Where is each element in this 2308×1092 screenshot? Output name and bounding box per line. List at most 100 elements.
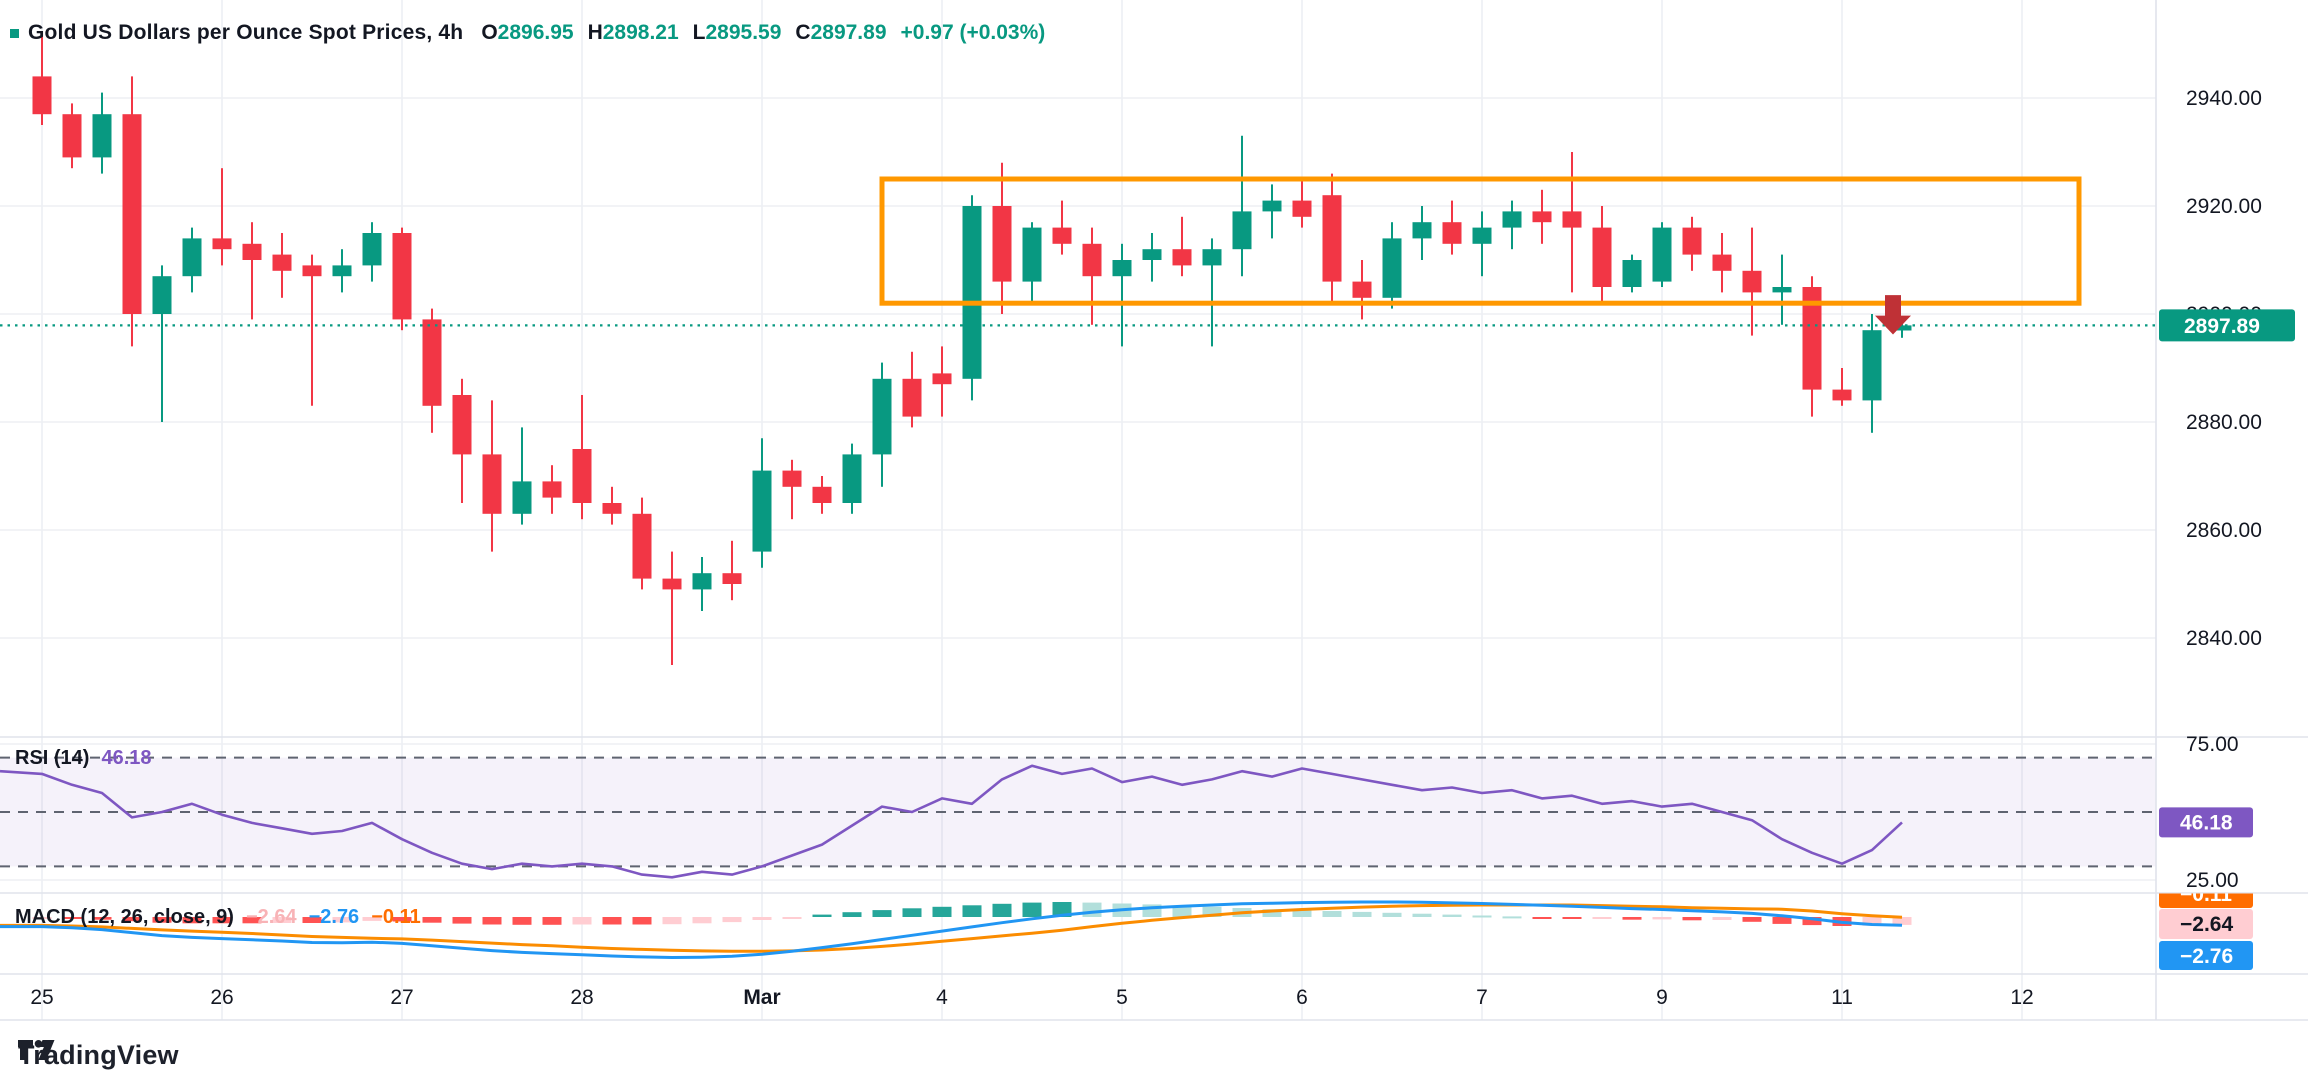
candle — [1712, 233, 1732, 293]
candle — [1772, 254, 1792, 325]
candle — [962, 195, 982, 401]
candle-body — [482, 454, 502, 514]
candle — [1832, 368, 1852, 406]
candle-body — [1292, 200, 1312, 217]
candle-body — [1862, 330, 1882, 401]
candle-body — [272, 254, 292, 271]
macd-histogram-bar — [212, 917, 232, 924]
candle — [542, 465, 562, 514]
macd-histogram-bar — [872, 910, 892, 917]
candle — [1592, 206, 1612, 304]
candle — [1502, 200, 1522, 250]
candle-body — [1682, 227, 1702, 255]
range-box-annotation[interactable] — [879, 176, 2082, 306]
candle-body — [1412, 222, 1432, 239]
macd-histogram-bar — [302, 917, 322, 923]
rsi-value-badge: 46.18 — [2159, 807, 2253, 838]
open-value: 2896.95 — [497, 21, 574, 44]
macd-histogram-bar — [1262, 909, 1282, 917]
time-axis-label: 26 — [210, 986, 233, 1009]
candle-body — [1892, 325, 1912, 331]
tradingview-logo[interactable]: TradingView — [18, 1040, 179, 1071]
macd-histogram-bar — [962, 905, 982, 917]
macd-histogram-bar — [992, 903, 1012, 917]
candle — [1412, 206, 1432, 260]
macd-histogram-bar — [272, 917, 292, 923]
close-value: 2897.89 — [810, 21, 887, 44]
price-axis-label: 2860.00 — [2186, 519, 2262, 542]
candle — [1202, 238, 1222, 347]
candle-body — [782, 470, 802, 487]
candle-body — [992, 206, 1012, 282]
candle-body — [1052, 227, 1072, 244]
macd-line-value: −2.76 — [308, 906, 360, 928]
macd-histogram-bar — [632, 917, 652, 925]
macd-histogram-bar — [572, 917, 592, 925]
candle — [872, 362, 892, 487]
main-series-legend[interactable]: Gold US Dollars per Ounce Spot Prices, 4… — [10, 21, 1045, 45]
candle-body — [1322, 195, 1342, 282]
time-axis-label: 5 — [1116, 986, 1128, 1009]
candle-body — [212, 238, 232, 250]
macd-legend[interactable]: MACD (12, 26, close, 9) −2.64 −2.76 −0.1… — [15, 906, 421, 929]
candle-body — [1562, 211, 1582, 228]
time-axis-label: 9 — [1656, 986, 1668, 1009]
candle — [1862, 314, 1882, 433]
time-axis-label: 11 — [1831, 986, 1853, 1009]
macd-histogram-bar — [692, 917, 712, 924]
rsi-legend[interactable]: RSI (14) 46.18 — [15, 747, 152, 770]
price-axis-label: 2940.00 — [2186, 87, 2262, 110]
low-label: L — [692, 21, 706, 44]
candle — [1892, 323, 1912, 338]
candle-body — [572, 449, 592, 503]
macd-signal-badge: −0.11 — [2159, 893, 2253, 908]
candle — [692, 557, 712, 611]
candle-body — [182, 238, 202, 277]
candle-body — [1532, 211, 1552, 223]
candle-body — [242, 243, 262, 260]
candle-body — [812, 486, 832, 503]
candle — [422, 308, 442, 433]
macd-histogram-bar — [1712, 917, 1732, 920]
macd-histogram-bar — [1802, 917, 1822, 926]
candle — [812, 476, 832, 514]
chart-plot-area[interactable] — [0, 0, 2156, 974]
candle-body — [842, 454, 862, 503]
macd-histogram-bar — [182, 917, 202, 924]
candle-body — [722, 573, 742, 584]
candle-body — [1172, 249, 1192, 266]
rsi-label: RSI (14) — [15, 747, 90, 769]
candle — [212, 168, 232, 266]
price-axis-label: 2920.00 — [2186, 195, 2262, 218]
macd-histogram-bar — [1652, 917, 1672, 920]
rsi-band — [0, 757, 2156, 867]
macd-histogram-bar — [812, 914, 832, 917]
candle — [452, 378, 472, 503]
candle-body — [962, 206, 982, 379]
macd-histogram-bar — [1082, 902, 1102, 917]
candle — [482, 400, 502, 552]
time-axis-label: 12 — [2010, 986, 2033, 1009]
candle — [932, 346, 952, 417]
candle — [1052, 200, 1072, 255]
candle — [182, 227, 202, 293]
macd-histogram-bar — [1202, 906, 1222, 917]
tradingview-logo-icon — [18, 1040, 55, 1060]
macd-histogram-bar — [332, 917, 352, 923]
time-axis-label: 7 — [1476, 986, 1488, 1009]
macd-histogram-bar — [602, 917, 622, 925]
symbol-title: Gold US Dollars per Ounce Spot Prices, 4… — [28, 21, 464, 44]
price-axis-scale[interactable] — [2156, 0, 2308, 1020]
candle-body — [1592, 227, 1612, 287]
candle — [782, 459, 802, 520]
macd-signal-value: −0.11 — [371, 906, 421, 928]
macd-histogram-bar — [1502, 916, 1522, 919]
macd-histogram-bar — [1622, 917, 1642, 920]
macd-histogram-bar — [1442, 914, 1462, 917]
candle-body — [1652, 227, 1672, 282]
high-label: H — [587, 21, 603, 44]
down-arrow-annotation[interactable] — [1875, 295, 1911, 335]
candle — [302, 254, 322, 406]
